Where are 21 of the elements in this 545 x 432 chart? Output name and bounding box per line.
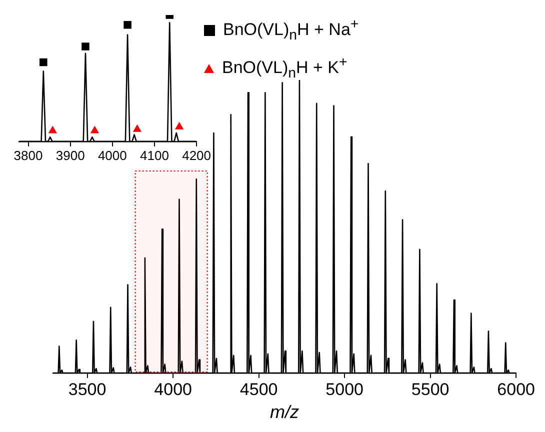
- point: [40, 58, 48, 66]
- x-tick-label: 4200: [182, 148, 211, 163]
- point: [82, 42, 90, 50]
- x-tick-label: 5000: [326, 380, 364, 399]
- x-tick-label: 5500: [411, 380, 450, 399]
- x-tick-label: 6000: [497, 380, 536, 399]
- legend-label: BnO(VL)$_{n}$H + Na$^{+}$: [223, 16, 359, 44]
- point: [132, 124, 142, 132]
- x-tick-label: 4000: [154, 380, 192, 399]
- point: [48, 126, 57, 134]
- legend-label: BnO(VL)$_{n}$H + K$^{+}$: [222, 54, 348, 82]
- x-tick-label: 3800: [14, 148, 43, 163]
- x-tick-label: 4500: [240, 380, 278, 399]
- point: [90, 126, 100, 134]
- x-tick-label: 3900: [56, 148, 85, 163]
- x-tick-label: 3500: [68, 380, 106, 399]
- x-tick-label: 4100: [140, 148, 169, 163]
- x-tick-label: 4000: [98, 148, 127, 163]
- point: [124, 20, 132, 29]
- point: [174, 122, 184, 130]
- x-axis-title: m/z: [270, 402, 300, 422]
